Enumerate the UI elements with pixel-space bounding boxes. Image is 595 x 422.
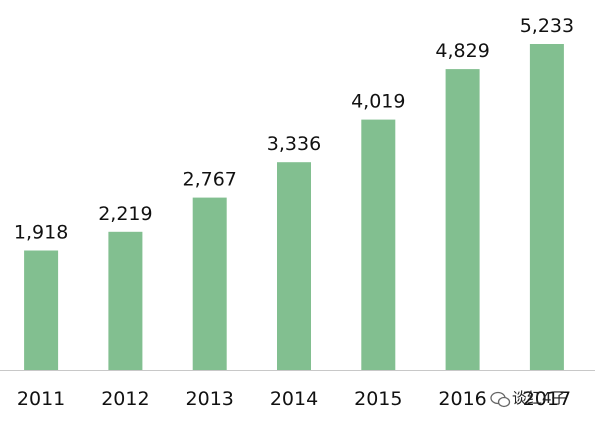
bar-2013 (192, 197, 227, 370)
value-label-2014: 3,336 (267, 133, 321, 155)
x-tick-label-2016: 2016 (438, 388, 486, 410)
tick-labels-group: 2011 2012 2013 2014 2015 2016 2017 (17, 388, 571, 410)
x-tick-label-2014: 2014 (270, 388, 318, 410)
bar-2014 (277, 162, 311, 370)
x-tick-label-2013: 2013 (186, 388, 234, 410)
value-label-2013: 2,767 (182, 169, 236, 191)
x-tick-label-2011: 2011 (17, 388, 65, 410)
x-tick-label-2012: 2012 (101, 388, 149, 410)
bar-2012 (108, 231, 143, 370)
wechat-icon (490, 391, 511, 408)
watermark-text: 谈红4子 (512, 389, 567, 407)
x-tick-label-2017: 2017 (523, 388, 571, 410)
bar-2011 (24, 250, 59, 370)
value-label-2017: 5,233 (520, 15, 574, 37)
bars-group (24, 44, 564, 370)
value-label-2012: 2,219 (98, 203, 152, 225)
bar-2015 (361, 119, 396, 370)
x-tick-label-2015: 2015 (354, 388, 402, 410)
value-label-2011: 1,918 (14, 222, 68, 244)
value-labels-group: 1,918 2,219 2,767 3,336 4,019 4,829 5,233 (14, 15, 574, 244)
watermark: 谈红4子 (490, 389, 567, 408)
value-label-2016: 4,829 (435, 40, 489, 62)
value-label-2015: 4,019 (351, 91, 405, 113)
bar-2016 (445, 69, 480, 370)
bar-2017 (529, 44, 564, 370)
